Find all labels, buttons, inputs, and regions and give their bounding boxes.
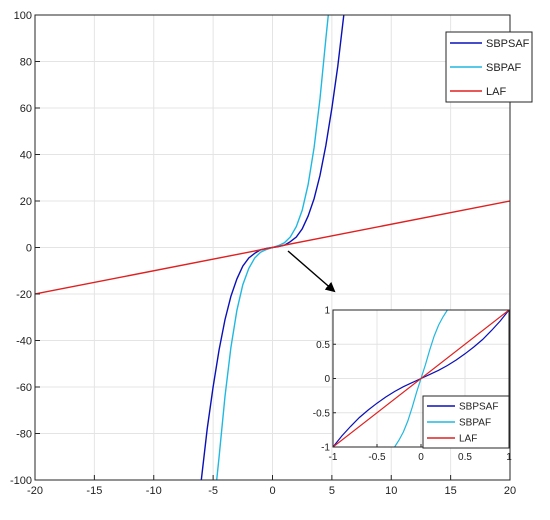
main-x-tick-label: 5	[329, 485, 335, 497]
zoom-arrow	[287, 250, 336, 293]
inset-x-tick-label: -0.5	[368, 452, 386, 463]
main-y-tick-label: -80	[16, 428, 32, 440]
main-y-tick-label: 60	[20, 103, 32, 115]
inset-series-group	[333, 310, 509, 447]
main-y-tick-label: 100	[14, 10, 32, 22]
main-legend-label: SBPSAF	[486, 38, 530, 50]
inset-x-tick-label: 1	[506, 452, 512, 463]
inset-legend-label: SBPSAF	[459, 402, 498, 413]
main-y-tick-label: -40	[16, 335, 32, 347]
main-x-tick-label: -10	[146, 485, 162, 497]
main-x-tick-label: 0	[269, 485, 275, 497]
inset-series-line-laf	[333, 310, 509, 447]
main-y-tick-label: 0	[26, 242, 32, 254]
inset-y-tick-label: 0.5	[316, 340, 330, 351]
inset-legend-label: SBPAF	[459, 418, 491, 429]
inset-x-tick-label: -1	[329, 452, 338, 463]
main-y-tick-label: 20	[20, 196, 32, 208]
main-y-tick-label: -60	[16, 382, 32, 394]
main-legend-label: SBPAF	[486, 62, 522, 74]
main-x-tick-label: 15	[445, 485, 457, 497]
main-x-tick-label: -15	[86, 485, 102, 497]
inset-y-tick-label: 0	[324, 374, 330, 385]
main-y-tick-label: 40	[20, 149, 32, 161]
inset-x-tick-label: 0.5	[458, 452, 472, 463]
main-x-tick-label: 10	[385, 485, 397, 497]
main-x-tick-label: -5	[208, 485, 218, 497]
main-y-tick-label: 80	[20, 56, 32, 68]
inset-x-tick-label: 0	[418, 452, 424, 463]
main-y-tick-label: -20	[16, 289, 32, 301]
main-series-line-laf	[35, 200, 510, 295]
main-x-tick-label: 20	[504, 485, 516, 497]
inset-y-tick-label: -0.5	[313, 408, 331, 419]
inset-y-tick-label: 1	[324, 306, 330, 317]
main-x-tick-label: -20	[27, 485, 43, 497]
main-legend-label: LAF	[486, 86, 506, 98]
main-series-group	[35, 15, 510, 480]
inset-y-tick-label: -1	[321, 443, 330, 454]
main-y-tick-label: -100	[10, 475, 32, 487]
inset-legend-label: LAF	[459, 434, 477, 445]
